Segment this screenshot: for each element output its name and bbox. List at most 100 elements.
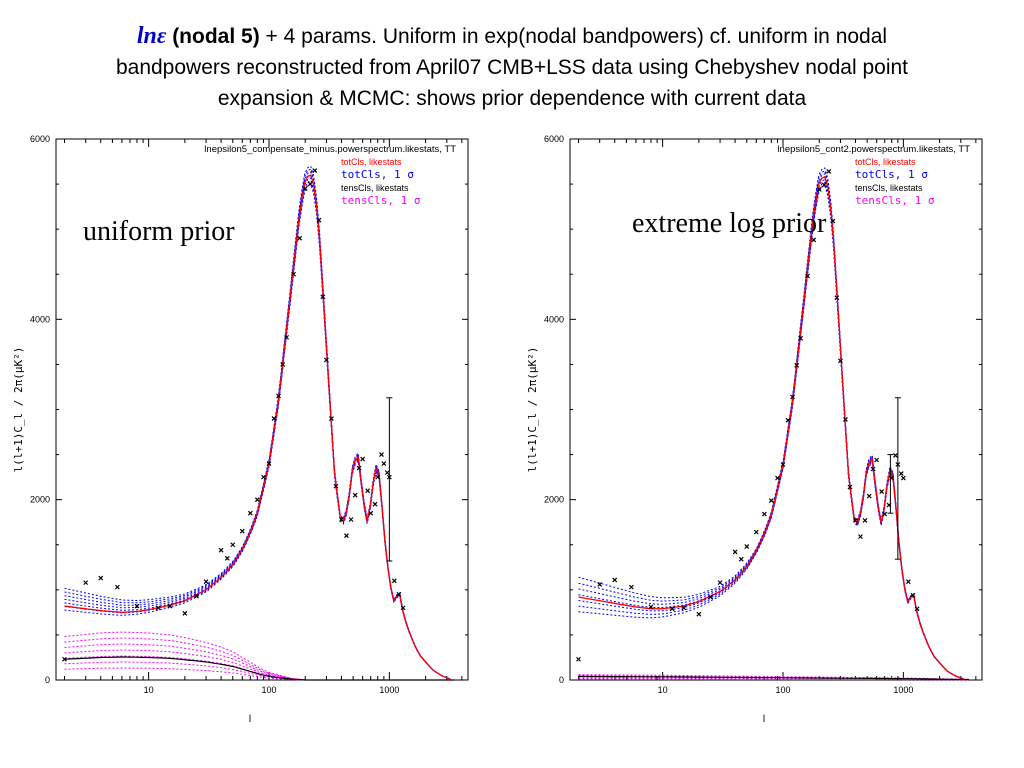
data-point xyxy=(775,475,780,481)
data-point xyxy=(167,603,173,609)
tenscls-sigma-curve xyxy=(64,643,455,681)
data-point xyxy=(291,271,296,277)
data-point xyxy=(794,362,800,368)
annotation-uniform-prior: uniform prior xyxy=(83,216,235,247)
chart-uniform-prior: 0 2000 4000 6000 10 100 1000 l l(l+1)C_l / 2π(μK… xyxy=(8,128,478,728)
data-point xyxy=(348,517,354,522)
x-tick-label: 100 xyxy=(775,685,790,695)
data-point xyxy=(328,416,334,421)
data-point xyxy=(893,453,898,458)
totcls-sigma-curve xyxy=(578,176,965,680)
data-point xyxy=(254,497,260,503)
data-point xyxy=(276,393,281,399)
data-point xyxy=(368,510,374,516)
tenscls-sigma-curve xyxy=(64,631,455,681)
data-point xyxy=(134,603,140,609)
tenscls-likestats-line xyxy=(64,656,455,681)
data-point xyxy=(280,361,286,367)
legend-entry: tensCls, likestats xyxy=(855,183,923,193)
legend-entry: tensCls, 1 σ xyxy=(341,194,421,207)
totcls-sigma-curve xyxy=(64,171,451,680)
data-point xyxy=(862,517,868,523)
data-point xyxy=(356,465,362,471)
data-point xyxy=(339,517,344,522)
x-tick-label: 1000 xyxy=(893,685,913,695)
data-point xyxy=(738,556,744,562)
totcls-sigma-curve xyxy=(64,180,451,680)
data-point xyxy=(900,475,906,481)
data-point xyxy=(696,611,702,617)
data-point xyxy=(753,529,759,535)
data-point xyxy=(853,517,858,523)
totcls-likestats-line xyxy=(578,175,965,680)
x-tick-label: 10 xyxy=(144,685,154,695)
data-point xyxy=(910,592,916,598)
tenscls-sigma-curve xyxy=(64,661,455,681)
data-point xyxy=(360,456,366,462)
data-point xyxy=(344,533,349,539)
annotation-extreme-log-prior: extreme log prior xyxy=(632,208,827,239)
data-point xyxy=(365,488,371,494)
slide-title: lnε (nodal 5) + 4 params. Uniform in exp… xyxy=(0,20,1024,114)
data-point xyxy=(182,610,188,616)
data-point xyxy=(218,547,224,553)
x-axis-label: l xyxy=(763,714,765,725)
data-point xyxy=(396,591,402,597)
data-point xyxy=(874,457,880,463)
y-tick-label: 2000 xyxy=(30,495,50,505)
y-axis-label: l(l+1)C_l / 2π(μK²) xyxy=(12,347,25,473)
y-tick-label: 6000 xyxy=(544,134,564,144)
data-point xyxy=(384,470,390,476)
data-point xyxy=(628,584,634,590)
data-point xyxy=(732,549,738,555)
plot-title: lnepsilon5_compensate_minus.powerspectru… xyxy=(204,144,456,155)
data-point xyxy=(842,416,848,422)
data-point xyxy=(768,498,774,503)
y-tick-label: 6000 xyxy=(30,134,50,144)
data-point xyxy=(898,471,904,476)
chart-svg-left: 0 2000 4000 6000 10 100 1000 l l(l+1)C_l / 2π(μK… xyxy=(12,134,469,725)
data-point xyxy=(379,452,384,458)
title-line-2: bandpowers reconstructed from April07 CM… xyxy=(115,56,909,79)
totcls-sigma-curve xyxy=(578,184,965,680)
data-point xyxy=(307,181,313,187)
title-ln-symbol: ln xyxy=(136,23,157,49)
data-point xyxy=(612,577,618,583)
data-point xyxy=(879,489,885,494)
data-point xyxy=(312,168,318,173)
data-point xyxy=(905,579,911,585)
data-point xyxy=(224,555,230,561)
data-point xyxy=(400,605,406,611)
data-point xyxy=(858,534,863,540)
legend-entry: totCls, likestats xyxy=(855,157,916,167)
data-point xyxy=(761,511,767,517)
data-point xyxy=(302,186,308,192)
chart-svg-right: 0 2000 4000 6000 10 100 1000 l l(l+1)C_l / 2π(μK… xyxy=(526,134,983,725)
data-point xyxy=(239,528,245,534)
title-line-3: expansion & MCMC: shows prior dependence… xyxy=(217,87,807,110)
x-axis-label: l xyxy=(249,714,251,725)
totcls-sigma-curve xyxy=(64,174,451,680)
data-point xyxy=(882,511,888,517)
data-point xyxy=(744,544,750,549)
data-point xyxy=(324,357,329,363)
y-tick-label: 0 xyxy=(559,675,564,685)
totcls-sigma-curve xyxy=(578,173,965,680)
x-tick-label: 100 xyxy=(261,685,276,695)
data-point xyxy=(669,606,675,612)
title-line-1: lnε (nodal 5) + 4 params. Uniform in exp… xyxy=(0,20,1024,52)
data-point xyxy=(83,580,89,586)
legend-entry: totCls, 1 σ xyxy=(855,168,928,181)
x-tick-label: 10 xyxy=(658,685,668,695)
data-point xyxy=(811,237,817,243)
data-point xyxy=(780,462,786,467)
tenscls-sigma-curve xyxy=(578,674,969,680)
data-point xyxy=(230,542,236,548)
data-point xyxy=(790,394,795,400)
totcls-likestats-line xyxy=(64,174,451,680)
totcls-sigma-curve xyxy=(578,182,965,680)
data-point xyxy=(866,493,872,499)
data-point xyxy=(320,294,326,300)
data-point xyxy=(271,416,277,421)
data-point xyxy=(821,182,827,188)
